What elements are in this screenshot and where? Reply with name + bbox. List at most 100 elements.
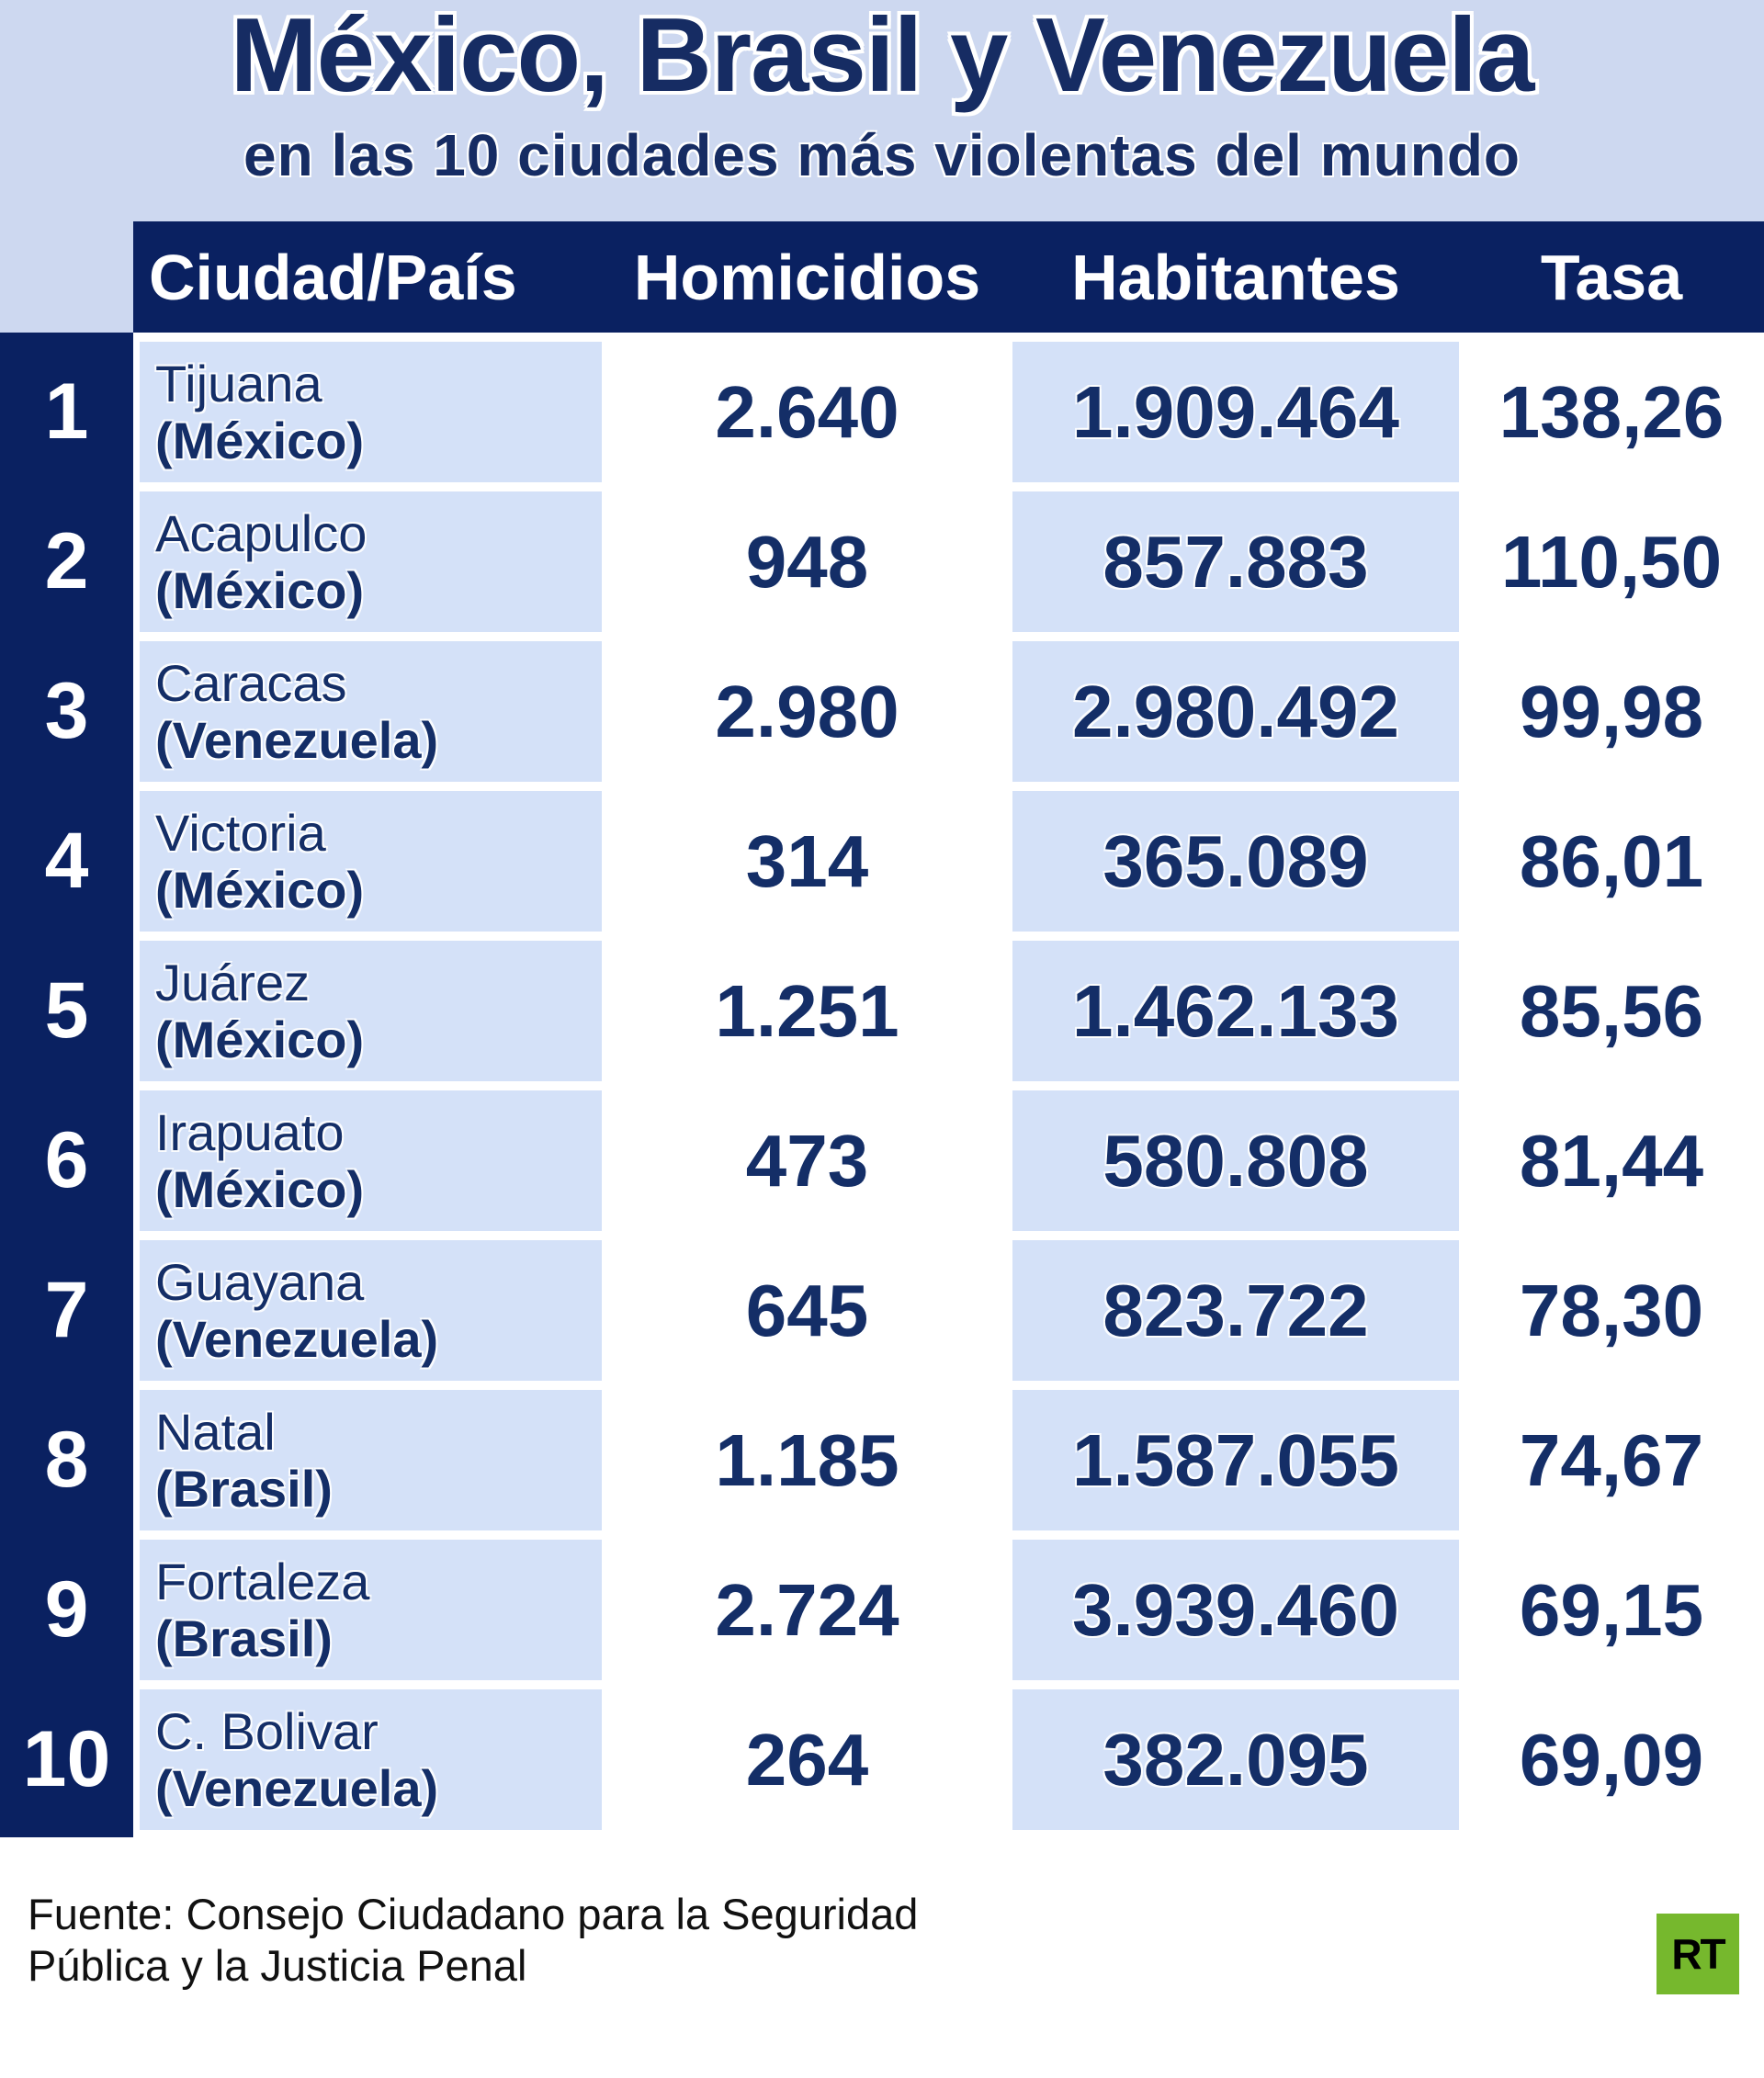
source-line-1: Fuente: Consejo Ciudadano para la Seguri… (28, 1890, 919, 1938)
gutter (133, 641, 140, 782)
rate-value: 85,56 (1519, 969, 1704, 1052)
population-value: 580.808 (1012, 1090, 1459, 1231)
rank-value: 1 (44, 367, 89, 456)
rate-value: 86,01 (1519, 819, 1704, 902)
rate-value: 78,30 (1519, 1269, 1704, 1351)
city-country: (México) (155, 560, 365, 619)
rank-column-background (0, 333, 133, 1837)
population-value: 365.089 (1012, 791, 1459, 932)
population-value: 2.980.492 (1012, 641, 1459, 782)
city-country: (Venezuela) (155, 1309, 439, 1368)
homicides-value: 264 (745, 1718, 869, 1801)
column-header-ciudad-pais: Ciudad/País (149, 241, 517, 313)
rank-value: 10 (22, 1715, 111, 1803)
homicides-value: 2.640 (715, 370, 899, 453)
population-value: 1.909.464 (1012, 342, 1459, 482)
gutter (133, 1540, 140, 1680)
population-value: 1.587.055 (1012, 1390, 1459, 1530)
infographic-subtitle: en las 10 ciudades más violentas del mun… (243, 122, 1521, 188)
population-value: 823.722 (1012, 1240, 1459, 1381)
city-cell: Acapulco (México) (140, 491, 602, 632)
homicides-value: 2.724 (715, 1568, 899, 1651)
city-country: (Venezuela) (155, 1758, 439, 1817)
rate-value: 99,98 (1519, 670, 1704, 752)
rt-logo: RT (1657, 1914, 1739, 1994)
table-row: 1 Tijuana (México) 2.640 1.909.464 138,2… (0, 342, 1764, 482)
city-name: C. Bolivar (155, 1701, 379, 1760)
city-name: Guayana (155, 1252, 365, 1311)
city-name: Juárez (155, 953, 311, 1011)
city-country: (Venezuela) (155, 710, 439, 769)
rate-value: 69,09 (1519, 1718, 1704, 1801)
city-cell: Caracas (Venezuela) (140, 641, 602, 782)
column-header-tasa: Tasa (1540, 241, 1683, 313)
city-cell: Natal (Brasil) (140, 1390, 602, 1530)
homicides-value: 314 (745, 819, 869, 902)
rank-value: 9 (44, 1565, 89, 1654)
city-country: (México) (155, 1010, 365, 1068)
gutter (133, 1689, 140, 1830)
city-cell: C. Bolivar (Venezuela) (140, 1689, 602, 1830)
city-cell: Juárez (México) (140, 941, 602, 1081)
homicides-value: 2.980 (715, 670, 899, 752)
source-attribution: Fuente: Consejo Ciudadano para la Seguri… (28, 1889, 1222, 1993)
city-cell: Victoria (México) (140, 791, 602, 932)
infographic-title: México, Brasil y Venezuela (230, 0, 1535, 114)
gutter (133, 941, 140, 1081)
rank-value: 3 (44, 667, 89, 755)
table-body: 1 Tijuana (México) 2.640 1.909.464 138,2… (0, 342, 1764, 1839)
table-header: Ciudad/País Homicidios Habitantes Tasa (133, 221, 1764, 333)
homicides-value: 1.185 (715, 1418, 899, 1501)
city-country: (México) (155, 860, 365, 919)
city-name: Tijuana (155, 354, 322, 412)
homicides-value: 645 (745, 1269, 869, 1351)
table-row: 6 Irapuato (México) 473 580.808 81,44 (0, 1090, 1764, 1231)
city-cell: Tijuana (México) (140, 342, 602, 482)
rate-value: 138,26 (1498, 370, 1724, 453)
column-header-habitantes: Habitantes (1071, 241, 1400, 313)
city-name: Fortaleza (155, 1552, 370, 1610)
rank-value: 5 (44, 966, 89, 1055)
population-value: 857.883 (1012, 491, 1459, 632)
gutter (133, 1240, 140, 1381)
rate-value: 110,50 (1500, 520, 1723, 603)
homicides-value: 1.251 (715, 969, 899, 1052)
gutter (133, 491, 140, 632)
gutter (133, 342, 140, 482)
rank-value: 2 (44, 517, 89, 605)
city-cell: Irapuato (México) (140, 1090, 602, 1231)
gutter (133, 1390, 140, 1530)
rank-value: 8 (44, 1416, 89, 1504)
city-cell: Fortaleza (Brasil) (140, 1540, 602, 1680)
city-name: Acapulco (155, 503, 368, 562)
city-country: (México) (155, 411, 365, 469)
rate-value: 69,15 (1519, 1568, 1704, 1651)
gutter (133, 1090, 140, 1231)
rank-value: 7 (44, 1266, 89, 1354)
gutter (133, 791, 140, 932)
city-cell: Guayana (Venezuela) (140, 1240, 602, 1381)
city-country: (Brasil) (155, 1459, 333, 1518)
rt-logo-text: RT (1671, 1930, 1725, 1978)
population-value: 3.939.460 (1012, 1540, 1459, 1680)
table-row: 8 Natal (Brasil) 1.185 1.587.055 74,67 (0, 1390, 1764, 1530)
rank-value: 6 (44, 1116, 89, 1204)
city-name: Caracas (155, 653, 347, 712)
population-value: 382.095 (1012, 1689, 1459, 1830)
source-line-2: Pública y la Justicia Penal (28, 1941, 527, 1991)
rate-value: 74,67 (1519, 1418, 1704, 1501)
city-country: (Brasil) (155, 1609, 333, 1667)
city-name: Irapuato (155, 1102, 345, 1161)
table-row: 7 Guayana (Venezuela) 645 823.722 78,30 (0, 1240, 1764, 1381)
table-row: 2 Acapulco (México) 948 857.883 110,50 (0, 491, 1764, 632)
homicides-value: 473 (745, 1119, 869, 1202)
table-row: 4 Victoria (México) 314 365.089 86,01 (0, 791, 1764, 932)
table-row: 9 Fortaleza (Brasil) 2.724 3.939.460 69,… (0, 1540, 1764, 1680)
population-value: 1.462.133 (1012, 941, 1459, 1081)
homicides-value: 948 (745, 520, 869, 603)
rank-value: 4 (44, 817, 89, 905)
table-row: 10 C. Bolivar (Venezuela) 264 382.095 69… (0, 1689, 1764, 1830)
city-name: Natal (155, 1402, 276, 1461)
table-row: 3 Caracas (Venezuela) 2.980 2.980.492 99… (0, 641, 1764, 782)
column-header-homicidios: Homicidios (633, 241, 981, 313)
